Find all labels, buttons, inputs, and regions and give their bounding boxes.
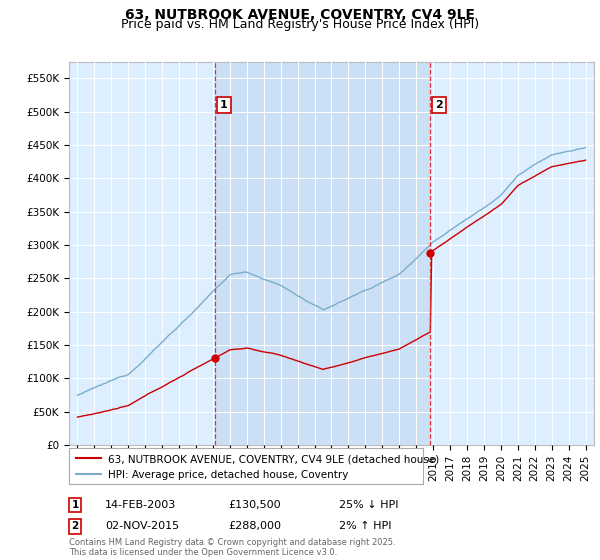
Text: 1: 1: [220, 100, 228, 110]
Text: HPI: Average price, detached house, Coventry: HPI: Average price, detached house, Cove…: [108, 470, 349, 480]
Text: 63, NUTBROOK AVENUE, COVENTRY, CV4 9LE: 63, NUTBROOK AVENUE, COVENTRY, CV4 9LE: [125, 8, 475, 22]
Text: 1: 1: [71, 500, 79, 510]
Text: 2% ↑ HPI: 2% ↑ HPI: [339, 521, 391, 531]
Bar: [215, 62, 430, 445]
Text: Contains HM Land Registry data © Crown copyright and database right 2025.
This d: Contains HM Land Registry data © Crown c…: [69, 538, 395, 557]
Text: Price paid vs. HM Land Registry's House Price Index (HPI): Price paid vs. HM Land Registry's House …: [121, 18, 479, 31]
Text: 25% ↓ HPI: 25% ↓ HPI: [339, 500, 398, 510]
Text: £288,000: £288,000: [228, 521, 281, 531]
Text: 63, NUTBROOK AVENUE, COVENTRY, CV4 9LE (detached house): 63, NUTBROOK AVENUE, COVENTRY, CV4 9LE (…: [108, 455, 439, 465]
Text: 14-FEB-2003: 14-FEB-2003: [105, 500, 176, 510]
Text: 2: 2: [436, 100, 443, 110]
Text: 02-NOV-2015: 02-NOV-2015: [105, 521, 179, 531]
Text: £130,500: £130,500: [228, 500, 281, 510]
Text: 2: 2: [71, 521, 79, 531]
